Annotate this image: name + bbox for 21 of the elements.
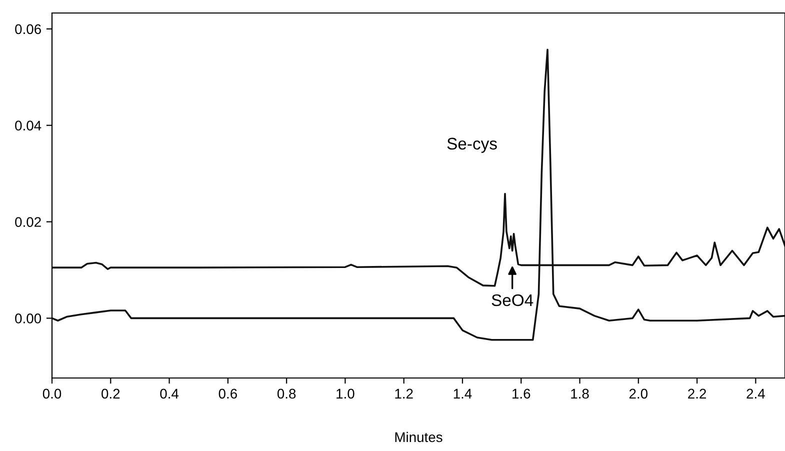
x-tick-label: 2.4 — [746, 388, 765, 398]
line-series — [52, 48, 785, 341]
y-tick-label: 0.04 — [15, 120, 42, 131]
x-tick-label: 0.4 — [160, 388, 179, 399]
x-tick-label: 2.2 — [688, 388, 706, 398]
x-tick-label: 1.6 — [512, 388, 530, 399]
x-tick-label: 0.8 — [277, 388, 296, 399]
x-tick-label: 0.0 — [42, 388, 62, 399]
y-tick-label: 0.00 — [15, 314, 42, 324]
y-tick-label: 0.02 — [15, 217, 41, 227]
x-tick-label: 2.0 — [629, 388, 648, 399]
x-tick-label: 1.0 — [336, 388, 354, 399]
annotation: SeO4 — [492, 294, 534, 306]
x-tick-label: 0.2 — [102, 388, 120, 399]
x-tick-label: 0.6 — [218, 388, 237, 399]
x-tick-label: 1.8 — [571, 388, 589, 399]
y-tick-label: 0.06 — [15, 24, 41, 34]
x-tick-label: 1.4 — [454, 388, 472, 398]
x-axis-title: Minutes — [395, 432, 442, 442]
x-tick-label: 1.2 — [395, 388, 413, 398]
annotation: Se-cys — [447, 138, 497, 153]
